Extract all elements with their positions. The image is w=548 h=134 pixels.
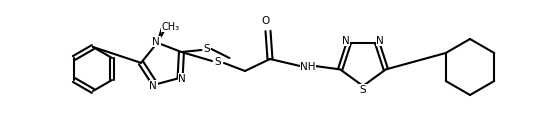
Text: N: N <box>376 36 384 46</box>
Text: N: N <box>149 81 157 91</box>
Text: O: O <box>262 16 270 26</box>
Text: S: S <box>203 44 210 54</box>
Text: CH₃: CH₃ <box>161 22 179 32</box>
Text: N: N <box>178 74 186 84</box>
Text: N: N <box>152 37 160 47</box>
Text: NH: NH <box>300 62 316 72</box>
Text: S: S <box>215 57 221 67</box>
Text: S: S <box>359 85 366 95</box>
Text: N: N <box>342 36 350 46</box>
